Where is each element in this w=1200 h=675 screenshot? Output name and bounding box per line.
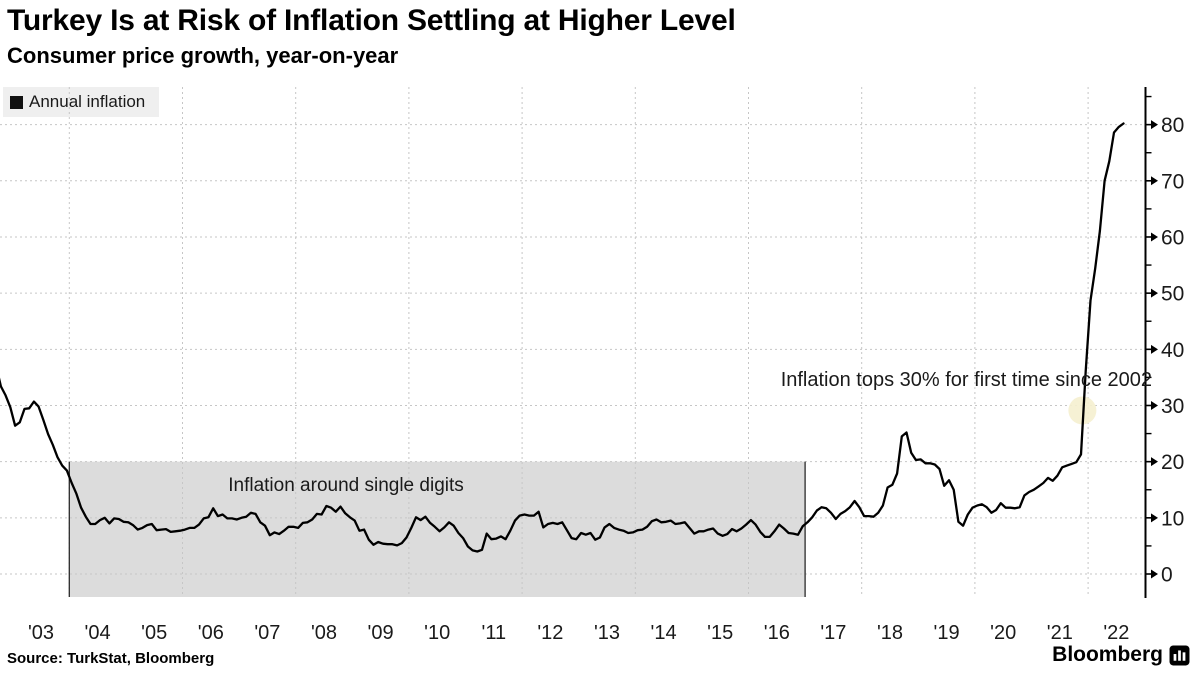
x-tick-label: '22 — [1103, 622, 1129, 644]
x-tick-label: '21 — [1047, 622, 1073, 644]
x-tick-label: '08 — [311, 622, 337, 644]
x-tick-label: '09 — [368, 622, 394, 644]
x-tick-label: '17 — [820, 622, 846, 644]
band-annotation: Inflation around single digits — [228, 475, 464, 496]
y-tick-label: 40 — [1161, 339, 1184, 362]
y-tick-label: 50 — [1161, 283, 1184, 306]
x-tick-label: '03 — [28, 622, 54, 644]
y-tick-arrow-icon — [1151, 176, 1158, 186]
y-tick-label: 0 — [1161, 564, 1173, 587]
x-tick-label: '19 — [934, 622, 960, 644]
bloomberg-wordmark: Bloomberg — [1052, 643, 1163, 666]
chart-subtitle: Consumer price growth, year-on-year — [7, 43, 399, 68]
source-credit: Source: TurkStat, Bloomberg — [7, 650, 215, 667]
x-tick-label: '10 — [424, 622, 450, 644]
x-tick-label: '15 — [707, 622, 733, 644]
x-tick-label: '07 — [254, 622, 280, 644]
y-tick-arrow-icon — [1151, 569, 1158, 579]
y-tick-label: 20 — [1161, 451, 1184, 474]
y-tick-label: 60 — [1161, 226, 1184, 249]
y-tick-arrow-icon — [1151, 457, 1158, 467]
x-tick-label: '06 — [198, 622, 224, 644]
x-tick-label: '14 — [651, 622, 677, 644]
y-tick-arrow-icon — [1151, 344, 1158, 354]
legend-label: Annual inflation — [29, 92, 146, 111]
annual-inflation-line — [0, 122, 1125, 553]
x-axis-labels: '03 '04 '05 '06 '07 '08 '09 '10 '11 '12 '13 '14 '15 '… — [28, 622, 1129, 644]
y-tick-arrow-icon — [1151, 400, 1158, 410]
legend-swatch-icon — [10, 95, 23, 109]
y-tick-label: 70 — [1161, 170, 1184, 193]
y-tick-label: 80 — [1161, 114, 1184, 137]
x-tick-label: '11 — [482, 622, 507, 644]
x-tick-label: '04 — [85, 622, 111, 644]
bloomberg-chart-icon — [1169, 645, 1190, 665]
x-tick-label: '13 — [594, 622, 620, 644]
page-title: Turkey Is at Risk of Inflation Settling … — [7, 4, 736, 37]
x-tick-label: '20 — [990, 622, 1016, 644]
y-axis: 0 10 20 30 40 50 60 70 80 — [1144, 87, 1184, 598]
x-tick-label: '12 — [537, 622, 563, 644]
y-tick-arrow-icon — [1151, 513, 1158, 523]
tops-30-annotation: Inflation tops 30% for first time since … — [781, 369, 1152, 391]
legend: Annual inflation — [3, 87, 160, 117]
x-tick-label: '16 — [764, 622, 790, 644]
y-tick-label: 10 — [1161, 507, 1184, 530]
band-borders — [68, 461, 806, 597]
x-tick-label: '18 — [877, 622, 903, 644]
x-tick-label: '05 — [141, 622, 167, 644]
y-tick-arrow-icon — [1151, 232, 1158, 242]
y-tick-arrow-icon — [1151, 120, 1158, 130]
y-tick-label: 30 — [1161, 395, 1184, 418]
y-tick-arrow-icon — [1151, 288, 1158, 298]
bloomberg-logo: Bloomberg — [1052, 643, 1190, 667]
